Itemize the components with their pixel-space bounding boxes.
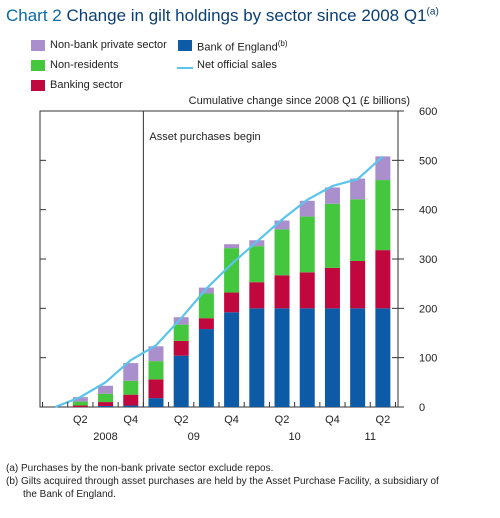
bar-segment: [299, 216, 315, 273]
bar-segment: [173, 355, 189, 407]
bar-segment: [173, 340, 189, 356]
legend-swatch-nonres: [31, 60, 45, 71]
legend-label-boe: Bank of England(b): [197, 39, 288, 54]
bar-segment: [274, 308, 290, 407]
x-tick-label: Q2: [174, 414, 189, 426]
plot-frame: [39, 110, 399, 408]
bar-segment: [198, 287, 214, 294]
bar-segment: [249, 282, 265, 309]
bar-segment: [148, 379, 164, 399]
bar-segment: [350, 260, 366, 309]
chart-number: Chart 2: [6, 6, 62, 25]
legend-label-nonbank: Non-bank private sector: [50, 39, 167, 51]
legend-label-boe-text: Bank of England: [197, 41, 278, 54]
chart-title-note: (a): [426, 6, 439, 18]
x-year-label: 2008: [93, 431, 117, 443]
y-tick-label: 200: [419, 303, 437, 315]
bar-segment: [375, 156, 391, 181]
bar-segment: [299, 200, 315, 217]
bar-segment: [350, 308, 366, 407]
y-tick-label: 0: [419, 402, 425, 414]
x-year-label: 10: [289, 431, 301, 443]
bar-segment: [274, 220, 290, 230]
bar-segment: [375, 250, 391, 309]
bar-segment: [123, 380, 139, 395]
bar-segment: [98, 406, 114, 407]
legend-swatch-boe: [178, 40, 192, 51]
chart-title: Chart 2 Change in gilt holdings by secto…: [6, 6, 439, 26]
x-tick-label: Q2: [275, 414, 290, 426]
y-tick-label: 100: [419, 353, 437, 365]
x-tick-label: Q4: [224, 414, 239, 426]
bar-segment: [123, 394, 139, 406]
bar-segment: [148, 346, 164, 362]
bar-segment: [224, 244, 240, 249]
y-tick-label: 500: [419, 155, 437, 167]
x-tick-label: Q4: [123, 414, 138, 426]
bar-segment: [198, 293, 214, 319]
footnote-a: (a) Purchases by the non-bank private se…: [6, 463, 274, 474]
bar-segment: [198, 318, 214, 330]
x-year-label: 11: [365, 431, 376, 443]
bar-segment: [123, 363, 139, 381]
bar-segment: [324, 203, 340, 268]
bar-segment: [274, 275, 290, 309]
annotation-label: Asset purchases begin: [149, 131, 260, 143]
bar-segment: [173, 317, 189, 325]
bar-segment: [375, 180, 391, 251]
x-tick-label: Q2: [376, 414, 391, 426]
bar-segment: [274, 229, 290, 276]
footnote-b: (b) Gilts acquired through asset purchas…: [6, 476, 439, 487]
chart-title-text: Change in gilt holdings by sector since …: [66, 6, 427, 25]
legend-swatch-banking: [31, 80, 45, 91]
bar-segment: [98, 402, 114, 407]
y-axis-label: Cumulative change since 2008 Q1 (£ billi…: [188, 95, 410, 107]
bar-segment: [324, 267, 340, 309]
bar-segment: [72, 397, 88, 402]
y-tick-label: 300: [419, 254, 437, 266]
legend-label-nonres: Non-residents: [50, 59, 119, 71]
bar-segment: [324, 187, 340, 204]
bar-segment: [224, 292, 240, 313]
bar-segment: [249, 240, 265, 247]
bar-segment: [98, 393, 114, 403]
bar-segment: [224, 312, 240, 407]
x-year-label: 09: [188, 431, 200, 443]
bar-segment: [299, 272, 315, 309]
bar-segment: [72, 405, 88, 407]
bar-segment: [173, 324, 189, 341]
line-net-official-sales: [54, 155, 384, 409]
x-tick-label: Q2: [73, 414, 88, 426]
bar-segment: [148, 361, 164, 380]
bar-segment: [148, 398, 164, 407]
legend-label-banking: Banking sector: [50, 79, 123, 91]
bar-segment: [98, 385, 114, 394]
legend-label-sales: Net official sales: [197, 59, 277, 71]
y-tick-label: 400: [419, 205, 437, 217]
x-tick-label: Q4: [325, 414, 340, 426]
bar-segment: [350, 199, 366, 261]
footnote-b-cont: the Bank of England.: [23, 489, 116, 500]
bar-segment: [375, 308, 391, 407]
y-tick-label: 600: [419, 106, 437, 118]
bar-segment: [72, 401, 88, 406]
bar-segment: [249, 308, 265, 407]
legend-label-boe-note: (b): [277, 39, 288, 48]
bar-segment: [198, 329, 214, 407]
bar-segment: [249, 246, 265, 283]
bar-segment: [350, 178, 366, 200]
bar-segment: [123, 405, 139, 407]
legend-line-sales: [177, 67, 193, 69]
bar-segment: [299, 308, 315, 407]
legend-swatch-nonbank: [31, 40, 45, 51]
bar-segment: [324, 308, 340, 407]
